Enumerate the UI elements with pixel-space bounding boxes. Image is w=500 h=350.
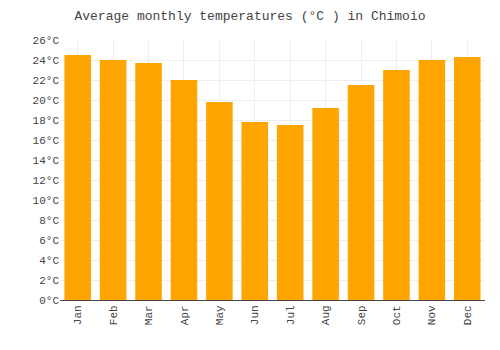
svg-text:Jun: Jun xyxy=(249,305,261,325)
svg-text:Jan: Jan xyxy=(72,305,84,325)
svg-text:14°C: 14°C xyxy=(33,155,60,167)
svg-text:0°C: 0°C xyxy=(39,295,59,307)
svg-text:Aug: Aug xyxy=(320,305,332,325)
svg-text:12°C: 12°C xyxy=(33,175,60,187)
svg-text:4°C: 4°C xyxy=(39,255,59,267)
svg-text:18°C: 18°C xyxy=(33,115,60,127)
svg-text:Sep: Sep xyxy=(356,305,368,325)
svg-text:16°C: 16°C xyxy=(33,135,60,147)
svg-text:Mar: Mar xyxy=(143,305,155,325)
svg-text:8°C: 8°C xyxy=(39,215,59,227)
svg-text:26°C: 26°C xyxy=(33,35,60,47)
svg-text:22°C: 22°C xyxy=(33,75,60,87)
svg-text:May: May xyxy=(214,305,226,325)
svg-text:Apr: Apr xyxy=(179,305,191,325)
svg-text:2°C: 2°C xyxy=(39,275,59,287)
svg-text:20°C: 20°C xyxy=(33,95,60,107)
svg-text:Oct: Oct xyxy=(391,305,403,325)
svg-text:10°C: 10°C xyxy=(33,195,60,207)
svg-text:Feb: Feb xyxy=(108,305,120,325)
svg-text:Nov: Nov xyxy=(426,305,438,325)
svg-text:24°C: 24°C xyxy=(33,55,60,67)
svg-text:Dec: Dec xyxy=(462,305,474,325)
svg-text:6°C: 6°C xyxy=(39,235,59,247)
svg-text:Jul: Jul xyxy=(285,305,297,325)
svg-text:Average monthly temperatures (: Average monthly temperatures (°C ) in Ch… xyxy=(74,9,425,24)
